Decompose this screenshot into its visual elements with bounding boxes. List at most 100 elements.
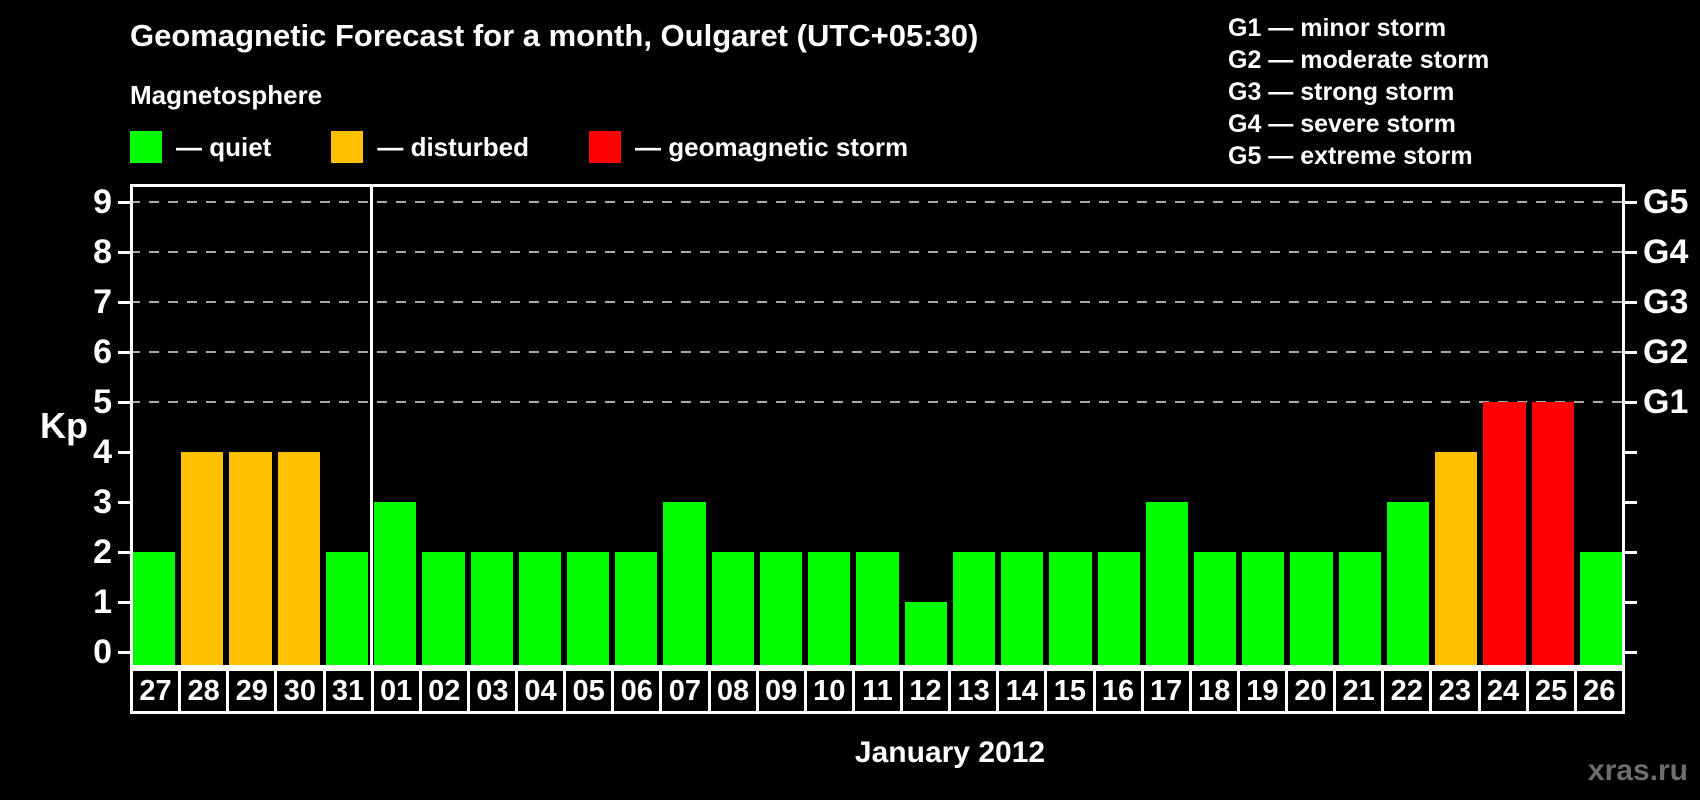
gridline-kp5 xyxy=(130,401,1625,403)
legend-label-storm: — geomagnetic storm xyxy=(635,131,909,162)
legend-swatch-disturbed xyxy=(331,131,364,163)
x-tick-label-05: 05 xyxy=(563,668,615,714)
bar-day-04 xyxy=(518,552,562,668)
bar-day-30 xyxy=(277,452,320,668)
y-tick-label-7: 7 xyxy=(93,283,112,321)
g-axis-label-g5: G5 xyxy=(1643,183,1689,221)
x-tick-label-10: 10 xyxy=(803,668,855,714)
bar-day-14 xyxy=(1001,552,1044,668)
bar-day-09 xyxy=(759,552,803,668)
legend-swatch-quiet xyxy=(130,131,162,163)
y-tick-right-6 xyxy=(1625,351,1637,354)
x-tick-label-29: 29 xyxy=(226,668,278,714)
y-tick-left-1 xyxy=(118,601,130,604)
bar-day-12 xyxy=(904,602,947,668)
y-tick-label-4: 4 xyxy=(93,433,112,471)
y-tick-label-6: 6 xyxy=(93,333,112,371)
bar-day-15 xyxy=(1049,552,1092,668)
x-tick-label-13: 13 xyxy=(948,668,1000,714)
bar-day-24 xyxy=(1483,402,1526,668)
x-tick-label-19: 19 xyxy=(1236,668,1288,714)
x-tick-label-30: 30 xyxy=(274,668,326,714)
g-axis-label-g2: G2 xyxy=(1643,333,1689,371)
x-tick-label-06: 06 xyxy=(611,668,663,714)
x-tick-label-23: 23 xyxy=(1429,668,1481,714)
y-tick-right-8 xyxy=(1625,251,1637,254)
y-tick-right-5 xyxy=(1625,401,1637,404)
y-tick-label-9: 9 xyxy=(93,183,112,221)
y-tick-left-6 xyxy=(118,351,130,354)
bar-day-27 xyxy=(133,552,176,668)
y-tick-right-2 xyxy=(1625,551,1637,554)
x-tick-label-01: 01 xyxy=(370,668,422,714)
gridline-kp6 xyxy=(130,351,1625,353)
y-tick-left-8 xyxy=(118,251,130,254)
bar-day-11 xyxy=(856,552,899,668)
storm-scale-item-g1: G1 — minor storm xyxy=(1228,14,1447,42)
bar-day-02 xyxy=(422,552,465,668)
x-tick-label-07: 07 xyxy=(659,668,711,714)
month-separator-line xyxy=(370,184,374,668)
magnetosphere-label: Magnetosphere xyxy=(130,80,323,110)
y-axis-title: Kp xyxy=(40,405,88,446)
y-tick-right-7 xyxy=(1625,301,1637,304)
y-tick-left-5 xyxy=(118,401,130,404)
x-tick-label-28: 28 xyxy=(178,668,230,714)
x-tick-label-03: 03 xyxy=(466,668,518,714)
storm-scale-item-g2: G2 — moderate storm xyxy=(1228,46,1490,74)
x-tick-label-09: 09 xyxy=(755,668,807,714)
bar-day-03 xyxy=(470,552,513,668)
x-tick-label-22: 22 xyxy=(1381,668,1433,714)
gridline-kp9 xyxy=(130,201,1625,203)
y-tick-right-4 xyxy=(1625,451,1637,454)
g-axis-label-g3: G3 xyxy=(1643,283,1689,321)
bar-day-07 xyxy=(663,502,706,668)
gridline-kp7 xyxy=(130,301,1625,303)
g-axis-label-g4: G4 xyxy=(1643,233,1689,271)
y-tick-right-3 xyxy=(1625,501,1637,504)
y-tick-left-4 xyxy=(118,451,130,454)
bar-day-13 xyxy=(952,552,996,668)
y-tick-left-0 xyxy=(118,651,130,654)
legend-item-storm: — geomagnetic storm xyxy=(589,131,908,163)
x-tick-label-02: 02 xyxy=(418,668,470,714)
y-tick-label-8: 8 xyxy=(93,233,112,271)
x-tick-label-27: 27 xyxy=(130,668,182,714)
storm-scale-item-g4: G4 — severe storm xyxy=(1228,110,1456,138)
g-axis-label-g1: G1 xyxy=(1643,383,1689,421)
y-tick-label-3: 3 xyxy=(93,483,112,521)
bar-day-29 xyxy=(229,452,272,668)
x-tick-label-08: 08 xyxy=(707,668,759,714)
x-tick-label-18: 18 xyxy=(1188,668,1240,714)
y-tick-left-7 xyxy=(118,301,130,304)
x-axis-title: January 2012 xyxy=(854,736,1046,769)
gridline-kp8 xyxy=(130,251,1625,253)
y-tick-right-0 xyxy=(1625,651,1637,654)
storm-scale-item-g3: G3 — strong storm xyxy=(1228,78,1455,106)
legend-label-disturbed: — disturbed xyxy=(377,131,530,162)
bar-day-17 xyxy=(1145,502,1188,668)
legend-label-quiet: — quiet xyxy=(176,131,272,162)
y-tick-left-9 xyxy=(118,201,130,204)
bar-day-18 xyxy=(1193,552,1237,668)
y-tick-label-0: 0 xyxy=(93,633,112,671)
bar-day-05 xyxy=(567,552,610,668)
storm-scale-legend: G1 — minor storm G2 — moderate storm G3 — … xyxy=(1228,12,1489,172)
x-axis-day-labels: 27 28 29 30 31 01 02 03 04 05 06 07 08 09 10 11 12 13 14 15… xyxy=(130,668,1625,714)
bar-day-23 xyxy=(1435,452,1478,668)
bar-day-19 xyxy=(1242,552,1285,668)
x-tick-label-12: 12 xyxy=(900,668,952,714)
x-tick-label-11: 11 xyxy=(851,668,903,714)
bar-day-31 xyxy=(325,552,369,668)
x-tick-label-15: 15 xyxy=(1044,668,1096,714)
y-tick-label-1: 1 xyxy=(93,583,112,621)
magnetosphere-legend: — quiet — disturbed — geomagnetic storm xyxy=(130,130,968,164)
x-tick-label-17: 17 xyxy=(1140,668,1192,714)
y-tick-right-1 xyxy=(1625,601,1637,604)
bar-day-01 xyxy=(374,502,417,668)
bar-day-10 xyxy=(808,552,851,668)
legend-swatch-storm xyxy=(589,131,622,163)
bar-day-26 xyxy=(1579,552,1622,668)
y-tick-right-9 xyxy=(1625,201,1637,204)
